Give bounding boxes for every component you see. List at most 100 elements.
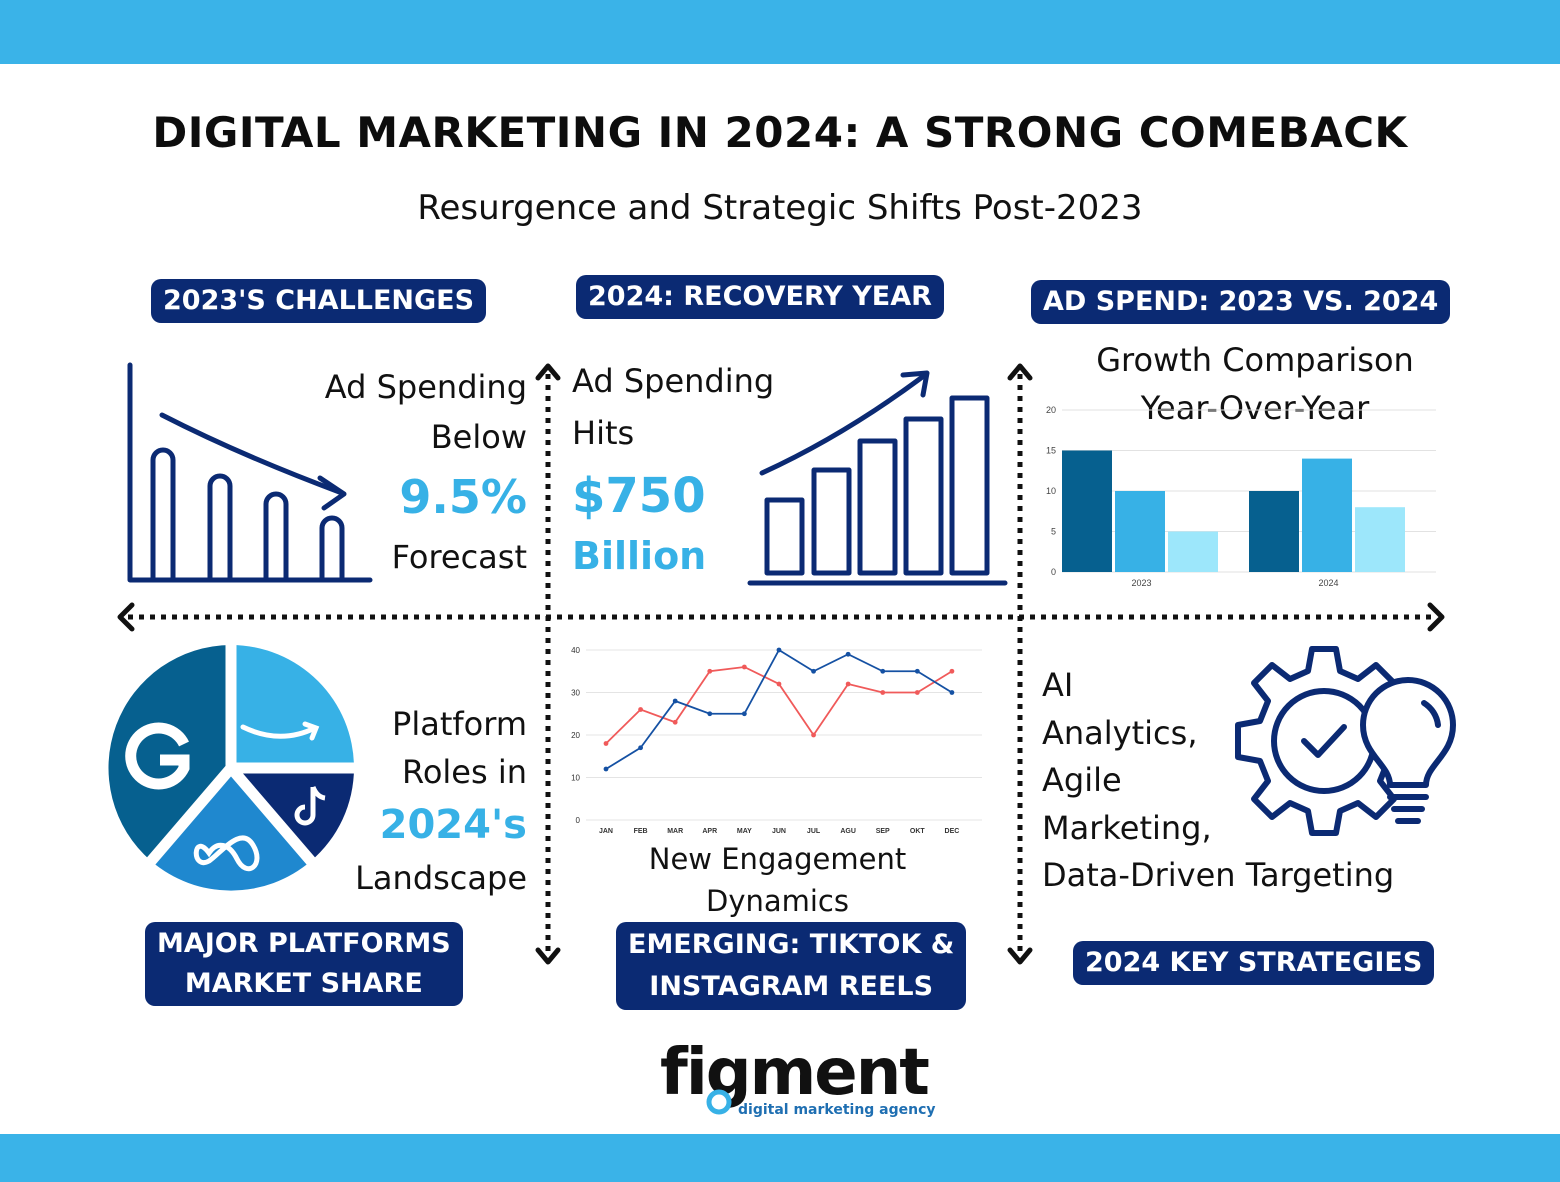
line-point [949, 668, 955, 674]
challenges-line3: Forecast [391, 538, 527, 576]
logo-ring-icon [706, 1089, 732, 1115]
strategy-line1: AI [1042, 666, 1074, 704]
bar [1302, 458, 1352, 572]
line-x-tick: JAN [599, 828, 613, 835]
line-point [741, 664, 747, 670]
bottom-band [0, 1134, 1560, 1182]
bar-y-tick: 0 [1051, 567, 1056, 577]
engagement-caption-line1: New Engagement [648, 842, 907, 876]
line-point [914, 668, 920, 674]
line-x-tick: DEC [945, 828, 960, 835]
amazon-smile-icon [240, 721, 320, 741]
line-point [776, 681, 782, 687]
line-point [741, 711, 747, 717]
label-platforms-line2: MARKET SHARE [184, 968, 423, 999]
growth-chart-icon [747, 370, 1008, 586]
label-recovery: 2024: RECOVERY YEAR [576, 275, 944, 319]
bar-x-tick: 2024 [1318, 578, 1338, 588]
line-point [914, 690, 920, 695]
pie-slice-meta [151, 768, 311, 891]
pie-slice-tiktok [231, 768, 354, 861]
bar-chart-title: Growth Comparison Year-Over-Year [1050, 336, 1460, 432]
line-y-tick: 0 [576, 816, 581, 825]
label-strategies: 2024 KEY STRATEGIES [1073, 941, 1435, 985]
line-series [605, 648, 953, 770]
platforms-value: 2024's [379, 802, 527, 848]
bar-y-tick: 15 [1046, 446, 1056, 456]
engagement-caption-line2: Dynamics [705, 884, 849, 918]
strategy-line4: Marketing, [1042, 808, 1212, 847]
line-x-tick: MAR [667, 828, 683, 835]
meta-infinity-icon [193, 835, 260, 872]
logo-tagline: digital marketing agency [738, 1102, 936, 1118]
line-series [605, 666, 953, 745]
line-point [776, 647, 782, 653]
line-point [603, 766, 609, 772]
line-point [638, 745, 643, 751]
line-point [707, 668, 713, 674]
bar [1249, 491, 1299, 572]
line-point [672, 719, 678, 725]
line-point [811, 668, 816, 674]
engagement-line-chart: 0 10 20 30 40 JAN FEB MAR APR MAY JUN JUL AGU SEP OKT D… [571, 646, 982, 835]
recovery-text: Ad Spending Hits $750 Billion [572, 355, 842, 579]
line-point [811, 732, 816, 738]
line-y-tick: 30 [571, 689, 580, 698]
line-point [707, 711, 713, 717]
bar [1062, 450, 1112, 572]
line-point [672, 698, 678, 704]
recovery-value: $750 [572, 468, 706, 524]
line-point [638, 707, 643, 712]
pie-slice-google [108, 645, 231, 861]
pie-slice-amazon [231, 645, 354, 768]
label-emerging-line1: EMERGING: TIKTOK & [628, 929, 955, 960]
line-x-tick: FEB [634, 828, 648, 835]
strategy-line2: Analytics, [1042, 713, 1198, 752]
page-subtitle: Resurgence and Strategic Shifts Post-202… [417, 188, 1143, 228]
line-x-tick: AGU [840, 828, 856, 835]
tiktok-icon [294, 785, 326, 826]
line-point [845, 651, 851, 657]
line-x-tick: JUL [807, 828, 821, 835]
label-adspend: AD SPEND: 2023 VS. 2024 [1031, 280, 1451, 324]
bar-chart-title-line2: Year-Over-Year [1140, 389, 1370, 427]
strategy-line3: Agile [1042, 761, 1122, 799]
top-band [0, 0, 1560, 64]
page-title: DIGITAL MARKETING IN 2024: A STRONG COME… [152, 108, 1408, 157]
bar-y-tick: 20 [1046, 405, 1056, 415]
platforms-text: Platform Roles in 2024's Landscape [330, 700, 527, 902]
recovery-line1: Ad Spending [572, 362, 775, 400]
line-y-tick: 40 [571, 646, 580, 655]
figment-logo: figment [660, 1036, 930, 1110]
line-x-tick: JUN [772, 828, 786, 835]
line-y-tick: 20 [571, 731, 580, 740]
g-icon [125, 722, 190, 790]
challenges-text: Ad Spending Below 9.5% Forecast [292, 362, 527, 582]
label-platforms: MAJOR PLATFORMS MARKET SHARE [145, 922, 463, 1006]
label-emerging: EMERGING: TIKTOK & INSTAGRAM REELS [616, 922, 967, 1010]
challenges-value: 9.5% [399, 470, 527, 524]
platforms-line2: Roles in [402, 753, 527, 791]
strategies-text: AI Analytics, Agile Marketing, Data-Driv… [1042, 662, 1462, 900]
line-point [603, 741, 609, 746]
platforms-line1: Platform [392, 705, 527, 743]
bar-chart-title-line1: Growth Comparison [1096, 341, 1414, 379]
bar [1168, 531, 1218, 572]
platforms-pie-chart [108, 638, 361, 891]
recovery-line2: Hits [572, 414, 635, 452]
line-point [845, 681, 851, 687]
bar-y-tick: 5 [1051, 527, 1056, 537]
bar [1355, 507, 1405, 572]
line-x-tick: MAY [737, 828, 752, 835]
challenges-line1: Ad Spending [324, 368, 527, 406]
line-point [880, 668, 886, 674]
bar-chart: 0 5 10 15 20 2023 2024 [1046, 405, 1436, 588]
line-y-tick: 10 [571, 774, 580, 783]
bar-y-tick: 10 [1046, 486, 1056, 496]
line-point [949, 690, 955, 695]
line-point [880, 690, 886, 695]
label-emerging-line2: INSTAGRAM REELS [649, 971, 934, 1002]
recovery-unit: Billion [572, 534, 707, 578]
line-x-tick: SEP [876, 828, 890, 835]
